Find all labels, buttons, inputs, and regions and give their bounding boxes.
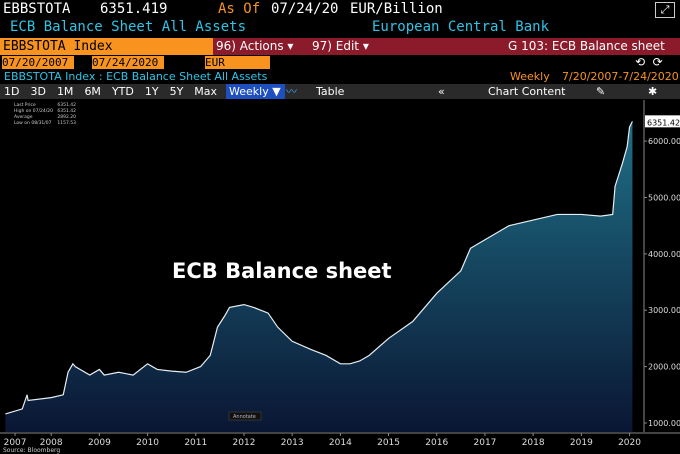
table-button[interactable]: Table <box>316 85 345 98</box>
range-button[interactable]: YTD <box>111 85 134 98</box>
x-tick-label: 2016 <box>425 438 448 448</box>
x-tick-label: 2017 <box>474 438 497 448</box>
legend-label: High on 07/24/20 <box>14 108 53 114</box>
last-value: 6351.419 <box>100 1 168 17</box>
chart-content[interactable]: Chart Content <box>488 85 566 98</box>
x-tick-label: 2013 <box>281 438 304 448</box>
range-button[interactable]: 1Y <box>144 85 159 98</box>
edit-icon[interactable]: ✎ <box>596 85 606 98</box>
range-button[interactable]: Max <box>194 85 218 98</box>
x-tick-label: 2009 <box>88 438 111 448</box>
last-price-box <box>645 115 680 128</box>
y-tick-label: 3000.00 <box>648 306 680 315</box>
range-buttons: 1D 3D 1M 6M YTD 1Y 5Y Max <box>4 84 228 99</box>
period-select[interactable]: Weekly ▼ <box>226 84 285 99</box>
chart-icon[interactable]: 〰 <box>286 85 297 98</box>
range-button[interactable]: 3D <box>30 85 46 98</box>
range-button[interactable]: 1M <box>56 85 74 98</box>
legend-value: 6351.42 <box>57 102 76 108</box>
end-date[interactable]: 07/24/2020 <box>92 56 164 69</box>
annotate-button <box>228 411 262 421</box>
info-range: 7/20/2007-7/24/2020 <box>562 70 679 83</box>
toolbar <box>0 84 680 99</box>
currency[interactable]: EUR <box>205 56 270 69</box>
range-button[interactable]: 6M <box>84 85 101 98</box>
area <box>5 121 633 433</box>
last-price-label: 6351.42 <box>647 118 680 127</box>
legend-value: 6351.42 <box>57 108 76 114</box>
y-tick-label: 4000.00 <box>648 250 680 259</box>
legend-label: Last Price <box>14 102 36 108</box>
x-tick-label: 2014 <box>329 438 352 448</box>
info-frequency: Weekly <box>510 70 550 83</box>
units: EUR/Billion <box>350 1 443 17</box>
annotation: ECB Balance sheet <box>172 259 392 283</box>
edit-menu[interactable]: 97) Edit ▾ <box>312 39 369 53</box>
ticker: EBBSTOTA <box>3 1 71 17</box>
source: Source: Bloomberg <box>3 447 60 454</box>
y-tick-label: 1000.00 <box>648 419 680 428</box>
x-tick-label: 2010 <box>136 438 159 448</box>
legend-label: Low on 08/31/07 <box>14 120 52 126</box>
x-tick-label: 2007 <box>4 438 27 448</box>
legend-value: 2892.20 <box>57 114 76 120</box>
y-tick-label: 5000.00 <box>648 194 680 203</box>
info-description: EBBSTOTA Index : ECB Balance Sheet All A… <box>4 70 268 83</box>
chart: 6351.42 1000.00 2000.00 3000.00 4000.00 5000.… <box>0 100 680 454</box>
undo-redo[interactable]: ⟲ ⟳ <box>635 55 663 69</box>
settings-icon[interactable]: ✱ <box>648 85 658 98</box>
x-tick-label: 2018 <box>522 438 545 448</box>
x-tick-label: 2012 <box>233 438 256 448</box>
range-button[interactable]: 5Y <box>169 85 184 98</box>
x-tick-label: 2019 <box>570 438 593 448</box>
chart-name: G 103: ECB Balance sheet <box>508 39 665 53</box>
x-tick-label: 2015 <box>377 438 400 448</box>
expand-icon[interactable]: ⤢ <box>655 2 675 18</box>
as-of-date: 07/24/20 <box>271 1 339 17</box>
line <box>5 121 633 415</box>
as-of-label: As Of <box>218 1 261 17</box>
range-button[interactable]: 1D <box>4 85 20 98</box>
security-name: ECB Balance Sheet All Assets <box>10 19 247 35</box>
collapse-icon[interactable]: « <box>438 85 445 98</box>
x-tick-label: 2011 <box>184 438 207 448</box>
legend-value: 1157.53 <box>57 120 76 126</box>
annotate-label: Annotate <box>233 414 256 420</box>
y-tick-label: 6000.00 <box>648 137 680 146</box>
source-name: European Central Bank <box>372 19 550 35</box>
actions-menu[interactable]: 96) Actions ▾ <box>216 39 294 53</box>
y-tick-label: 2000.00 <box>648 363 680 372</box>
start-date[interactable]: 07/20/2007 <box>2 56 74 69</box>
x-tick-label: 2008 <box>40 438 63 448</box>
legend-label: Average <box>14 114 33 120</box>
x-tick-label: 2020 <box>618 438 641 448</box>
security-input[interactable]: EBBSTOTA Index <box>0 38 213 55</box>
